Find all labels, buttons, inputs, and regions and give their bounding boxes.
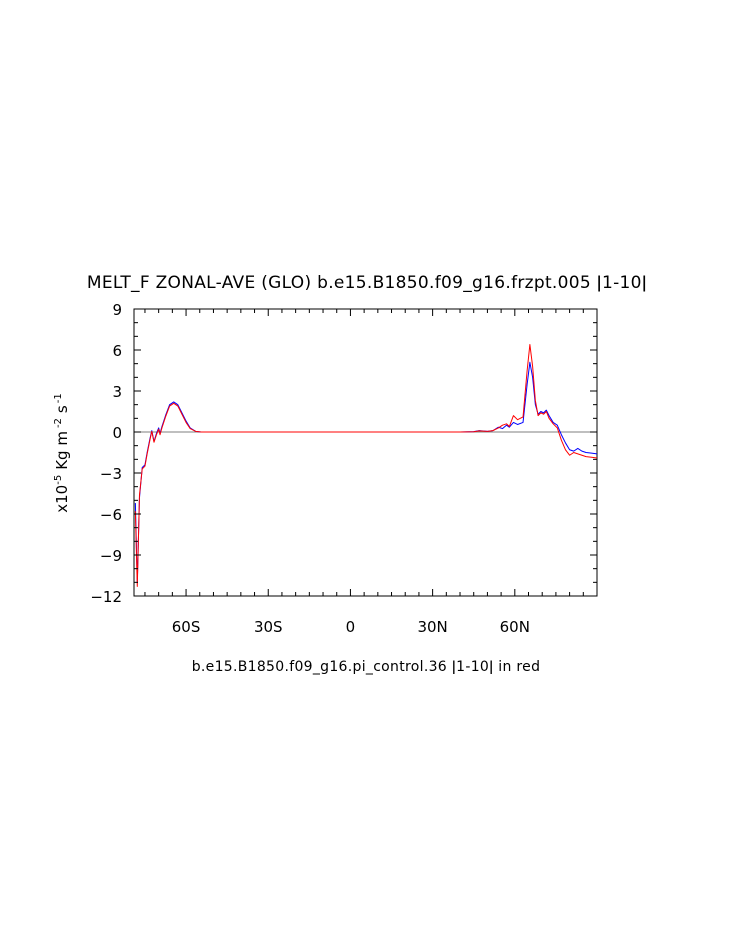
- x-tick-label: 0: [346, 618, 356, 636]
- x-tick-label: 60N: [500, 618, 530, 636]
- y-tick-label: −12: [90, 588, 122, 606]
- series-line-2: [134, 344, 598, 587]
- x-tick-label: 30N: [417, 618, 447, 636]
- x-tick-label: 30S: [254, 618, 283, 636]
- plot-frame: [133, 308, 598, 597]
- chart-title: MELT_F ZONAL-AVE (GLO) b.e15.B1850.f09_g…: [87, 273, 647, 293]
- data-series: [134, 344, 598, 587]
- y-axis-label-units-exponent: -2: [53, 418, 64, 428]
- y-tick-label: −6: [100, 506, 122, 524]
- y-tick-label: 6: [112, 342, 122, 360]
- plot-border: [133, 308, 598, 597]
- y-axis-label-units: Kg m: [53, 431, 71, 470]
- y-axis-label-prefix: x10: [53, 485, 71, 513]
- y-tick-label: 9: [112, 301, 122, 319]
- chart-caption: b.e15.B1850.f09_g16.pi_control.36 ǀ1-10ǀ…: [192, 659, 541, 675]
- y-axis-label-exponent: -5: [53, 475, 64, 485]
- y-tick-label: 0: [112, 424, 122, 442]
- series-line-1: [134, 361, 598, 583]
- y-axis-label-time-exponent: -1: [53, 393, 64, 403]
- x-axis-ticks: 60S 30S 0 30N 60N: [144, 309, 584, 636]
- y-tick-label: −9: [100, 547, 122, 565]
- y-axis-label-time-unit: s: [53, 405, 71, 413]
- x-tick-label: 60S: [172, 618, 201, 636]
- y-axis-ticks: 9 6 3 0 −3 −6 −9 −12: [90, 301, 597, 606]
- y-axis-label: x10-5 Kg m -2 s -1: [53, 393, 71, 513]
- y-tick-label: 3: [112, 383, 122, 401]
- y-tick-label: −3: [100, 465, 122, 483]
